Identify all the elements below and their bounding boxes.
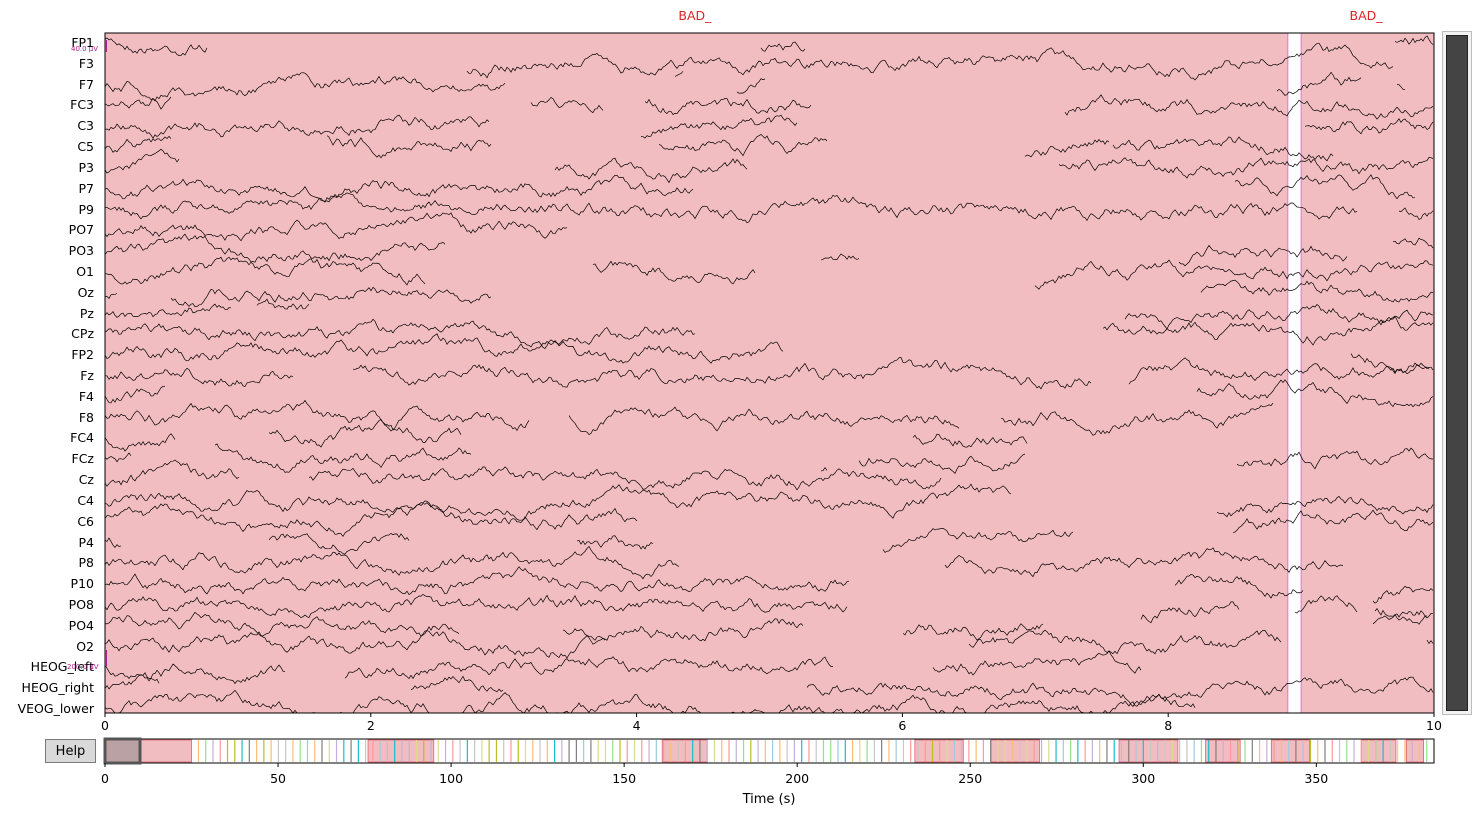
channel-label-cpz[interactable]: CPz	[71, 326, 94, 342]
channel-label-fz[interactable]: Fz	[80, 368, 94, 383]
overview-view-window[interactable]	[103, 737, 142, 765]
overview-bad-block-10	[1405, 739, 1425, 763]
overview-tick-label-50: 50	[270, 771, 286, 786]
trace-p10	[104, 566, 1434, 604]
channel-label-o1[interactable]: O1	[76, 263, 94, 279]
overview-tick-label-200: 200	[785, 771, 810, 786]
channel-label-fp1[interactable]: FP1	[71, 35, 94, 50]
channel-label-p8[interactable]: P8	[78, 555, 95, 571]
trace-cpz	[104, 315, 1434, 349]
overview-tick-label-300: 300	[1131, 771, 1156, 786]
channel-scrollbar[interactable]	[1442, 31, 1472, 715]
overview-annotation-marks	[104, 739, 1428, 763]
channel-label-p3[interactable]: P3	[78, 159, 95, 175]
channel-scroll-thumb[interactable]	[1446, 35, 1468, 711]
trace-pz	[104, 298, 1434, 330]
overview-tick-label-350: 350	[1304, 771, 1329, 786]
eeg-traces	[104, 35, 1434, 713]
channel-label-oz[interactable]: Oz	[77, 284, 94, 300]
trace-c4	[104, 483, 1434, 521]
channel-label-heog_right[interactable]: HEOG_right	[21, 680, 94, 696]
overview-bar[interactable]	[0, 730, 1478, 780]
channel-label-fp2[interactable]: FP2	[71, 347, 94, 363]
overview-bad-block-2	[367, 739, 435, 763]
overview-axis-ticks	[104, 763, 1317, 767]
trace-fp1	[104, 35, 1434, 56]
trace-f4	[104, 379, 1434, 408]
trace-po7	[104, 212, 1434, 249]
channel-label-fc4[interactable]: FC4	[70, 430, 94, 446]
time-tick-label-0: 0	[101, 718, 109, 733]
help-button[interactable]: Help	[45, 739, 96, 763]
time-tick-label-10: 10	[1426, 718, 1442, 733]
plot-frame	[104, 32, 1435, 714]
channel-label-cz[interactable]: Cz	[78, 472, 94, 488]
channel-label-f8[interactable]: F8	[78, 409, 94, 425]
trace-oz	[104, 279, 1434, 308]
channel-label-p4[interactable]: P4	[78, 534, 95, 550]
time-axis-ticks	[104, 713, 1435, 717]
time-tick-label-6: 6	[898, 718, 907, 733]
eeg-trace-plot[interactable]	[0, 0, 1478, 730]
trace-o2	[104, 629, 1434, 659]
time-tick-label-4: 4	[632, 718, 641, 733]
channel-label-f3[interactable]: F3	[78, 55, 94, 71]
trace-p3	[104, 148, 1434, 184]
channel-label-p7[interactable]: P7	[78, 180, 95, 196]
trace-fc3	[104, 94, 1434, 120]
channel-label-fc3[interactable]: FC3	[70, 97, 94, 113]
channel-label-po4[interactable]: PO4	[68, 617, 94, 633]
bad-span-1	[1300, 32, 1435, 714]
channel-label-o2[interactable]: O2	[76, 638, 94, 654]
scale-label-bottom: 200.0 µV	[67, 663, 99, 671]
channel-label-c4[interactable]: C4	[77, 492, 94, 508]
bad-span-0	[104, 32, 1289, 714]
channel-label-f7[interactable]: F7	[78, 76, 94, 92]
bad-annotation-label-0: BAD_	[678, 8, 712, 23]
overview-tick-label-150: 150	[612, 771, 637, 786]
channel-label-fcz[interactable]: FCz	[71, 451, 94, 467]
overview-bad-block-6	[1118, 739, 1179, 763]
channel-label-heog_left[interactable]: HEOG_left	[30, 659, 94, 675]
trace-p9	[104, 192, 1434, 224]
trace-c6	[104, 500, 1434, 538]
channel-label-c5[interactable]: C5	[77, 139, 94, 155]
trace-c3	[104, 114, 1434, 139]
channel-label-po3[interactable]: PO3	[68, 243, 94, 259]
x-axis-label: Time (s)	[742, 792, 796, 807]
overview-bad-block-4	[914, 739, 964, 763]
overview-tick-label-0: 0	[101, 771, 109, 786]
bad-annotation-label-1: BAD_	[1349, 8, 1383, 23]
bad-annotation-spans	[104, 32, 1435, 714]
trace-heog_right	[104, 672, 1434, 708]
scale-label-top: 40.0 µV	[71, 45, 99, 53]
channel-label-p10[interactable]: P10	[70, 576, 94, 592]
channel-label-c6[interactable]: C6	[77, 513, 94, 529]
trace-po4	[104, 611, 1434, 642]
overview-tick-label-250: 250	[958, 771, 983, 786]
time-tick-label-2: 2	[366, 718, 375, 733]
overview-tick-label-100: 100	[439, 771, 464, 786]
channel-label-f4[interactable]: F4	[78, 388, 94, 404]
time-tick-label-8: 8	[1164, 718, 1173, 733]
channel-label-p9[interactable]: P9	[78, 201, 95, 217]
trace-o1	[104, 256, 1434, 290]
channel-label-po7[interactable]: PO7	[68, 222, 94, 238]
channel-label-pz[interactable]: Pz	[79, 305, 94, 321]
channel-label-veog_lower[interactable]: VEOG_lower	[17, 701, 94, 716]
channel-label-po8[interactable]: PO8	[68, 596, 94, 612]
channel-label-c3[interactable]: C3	[77, 118, 94, 134]
trace-fcz	[104, 443, 1434, 475]
